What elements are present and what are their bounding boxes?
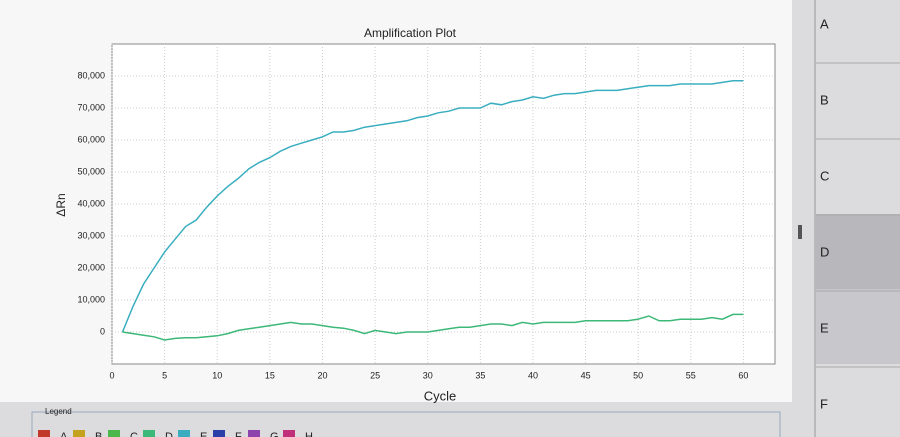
- legend-swatch: [38, 430, 50, 437]
- legend-swatch: [248, 430, 260, 437]
- legend-swatch: [213, 430, 225, 437]
- legend-swatch: [73, 430, 85, 437]
- legend-swatch: [143, 430, 155, 437]
- y-axis-label: ΔRn: [54, 193, 68, 216]
- legend-label: G: [270, 431, 279, 437]
- sidebar-selected: [816, 214, 900, 289]
- x-tick-label: 30: [423, 370, 433, 380]
- x-tick-label: 10: [212, 370, 222, 380]
- legend-label: D: [165, 431, 173, 437]
- legend-label: B: [95, 431, 102, 437]
- legend-title: Legend: [45, 407, 72, 416]
- sidebar-row-label: D: [820, 244, 829, 259]
- y-tick-label: 10,000: [77, 294, 105, 304]
- legend-label: F: [235, 431, 242, 437]
- x-tick-label: 45: [581, 370, 591, 380]
- x-tick-label: 5: [162, 370, 167, 380]
- legend-label: C: [130, 431, 138, 437]
- legend-swatch: [178, 430, 190, 437]
- sidebar-row-label: A: [820, 16, 829, 31]
- legend-label: A: [60, 431, 68, 437]
- y-tick-label: 60,000: [77, 134, 105, 144]
- legend-swatch: [283, 430, 295, 437]
- sidebar-highlight: [816, 289, 900, 364]
- sidebar-row-label: C: [820, 168, 829, 183]
- y-tick-label: 40,000: [77, 198, 105, 208]
- y-tick-label: 30,000: [77, 230, 105, 240]
- x-tick-label: 0: [109, 370, 114, 380]
- y-tick-label: 20,000: [77, 262, 105, 272]
- data-line: [122, 313, 744, 341]
- y-tick-label: 50,000: [77, 166, 105, 176]
- y-tick-label: 0: [100, 326, 105, 336]
- x-tick-label: 60: [738, 370, 748, 380]
- x-tick-label: 25: [370, 370, 380, 380]
- x-tick-label: 50: [633, 370, 643, 380]
- legend-label: E: [200, 431, 207, 437]
- legend-label: H: [305, 431, 313, 437]
- data-line: [121, 80, 744, 333]
- x-tick-label: 40: [528, 370, 538, 380]
- x-tick-label: 15: [265, 370, 275, 380]
- sidebar-row-label: B: [820, 92, 829, 107]
- x-tick-label: 55: [686, 370, 696, 380]
- sidebar-row-label: F: [820, 396, 828, 411]
- sidebar-row-label: E: [820, 320, 829, 335]
- chart-title: Amplification Plot: [364, 26, 457, 40]
- y-tick-label: 70,000: [77, 102, 105, 112]
- y-tick-label: 80,000: [77, 70, 105, 80]
- legend-box: [31, 411, 781, 437]
- x-tick-label: 20: [317, 370, 327, 380]
- splitter-handle[interactable]: [798, 225, 802, 239]
- x-tick-label: 35: [475, 370, 485, 380]
- x-axis-label: Cycle: [424, 388, 457, 403]
- legend-swatch: [108, 430, 120, 437]
